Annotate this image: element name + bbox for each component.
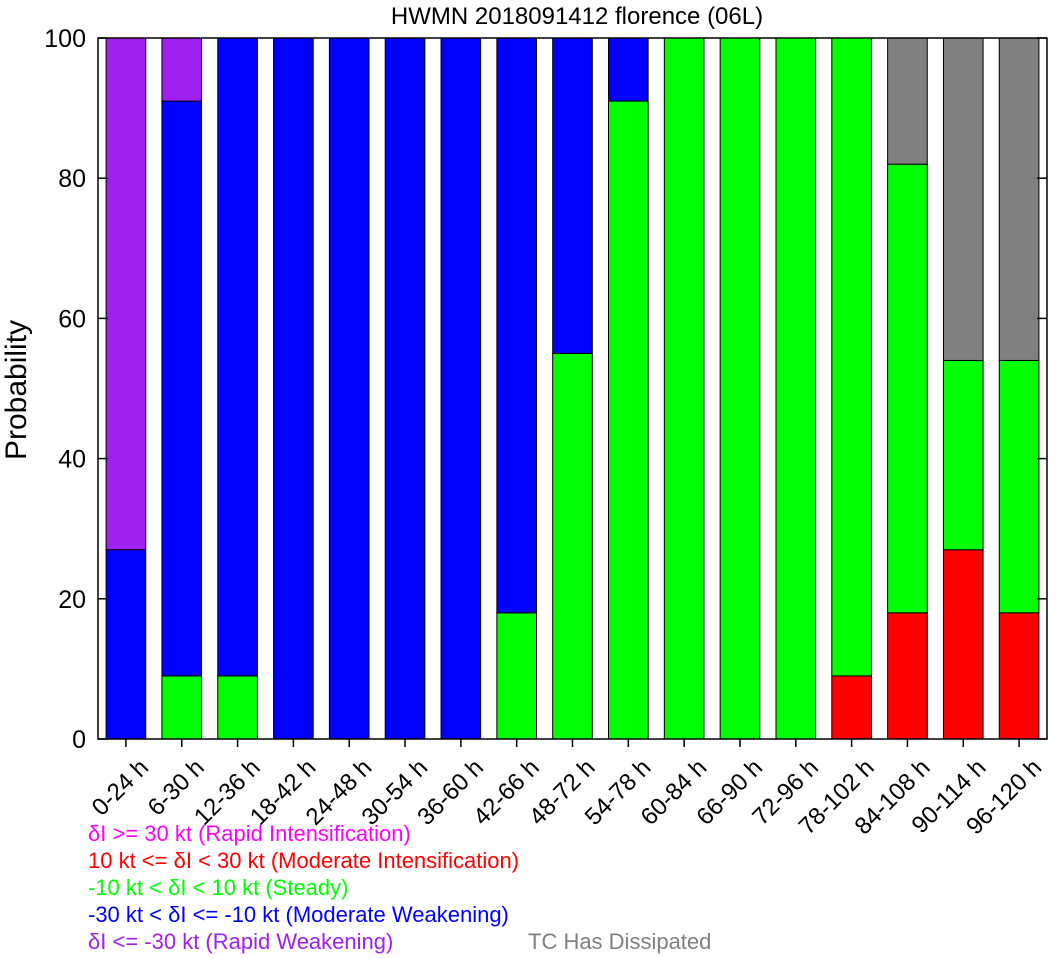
bar-segment [942,549,984,740]
bar-segment [161,675,203,740]
bar-segment [831,37,872,677]
bar-segment [161,37,203,102]
bar-segment [887,37,928,165]
bar-segment [217,37,258,677]
bar-segment [608,37,649,102]
y-axis-ticks: 0 20 40 60 80 100 [44,25,1047,754]
legend-entry-dissipated: TC Has Dissipated [528,929,712,954]
bar-segment [663,37,705,740]
y-tick-label: 100 [44,25,86,53]
bar-segment [105,37,147,551]
bar-segment [328,37,370,740]
bar-segment [887,163,928,614]
y-axis-label: Probability [0,320,33,460]
bar-segment [942,359,984,551]
bar-segment [105,549,147,740]
bar-segment [942,37,984,361]
bars-layer [105,37,1040,740]
bar-segment [608,100,649,740]
bar-segment [161,100,203,677]
bar-segment [552,352,593,740]
x-tick-label: 0-24 h [87,754,154,821]
bar-segment [217,675,258,740]
bar-segment [719,37,761,740]
bar-segment [496,37,537,614]
legend-entry-rapid-weakening: δI <= -30 kt (Rapid Weakening) [88,929,394,954]
legend-entry-rapid-intensification: δI >= 30 kt (Rapid Intensification) [88,821,411,846]
bar-segment [775,37,817,740]
bar-segment [384,37,426,740]
bar-segment [552,37,593,354]
y-tick-label: 60 [58,305,86,333]
bar-segment [496,612,537,740]
bar-segment [273,37,314,740]
bar-segment [998,359,1040,614]
bar-segment [998,37,1040,361]
y-tick-label: 80 [58,165,86,193]
legend-entry-steady: -10 kt < δI < 10 kt (Steady) [88,875,349,900]
y-tick-label: 0 [72,726,86,754]
y-tick-label: 20 [58,586,86,614]
bar-segment [998,612,1040,740]
legend-entry-moderate-weakening: -30 kt < δI <= -10 kt (Moderate Weakenin… [88,902,509,927]
y-tick-label: 40 [58,446,86,474]
bar-segment [831,675,872,740]
bar-segment [887,612,928,740]
bar-segment [440,37,482,740]
chart-title: HWMN 2018091412 florence (06L) [391,3,763,30]
legend-entry-moderate-intensification: 10 kt <= δI < 30 kt (Moderate Intensific… [88,848,520,873]
